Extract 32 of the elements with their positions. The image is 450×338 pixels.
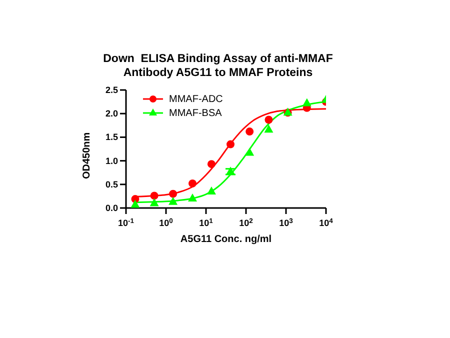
point — [150, 198, 159, 206]
y-tick-label: 2.5 — [105, 85, 118, 95]
y-tick-label: 1.5 — [105, 132, 118, 142]
y-tick-label: 0.0 — [105, 203, 118, 213]
point — [264, 124, 274, 133]
point — [206, 186, 216, 194]
point — [226, 140, 235, 148]
point — [150, 192, 158, 200]
point — [188, 194, 198, 202]
x-tick-label: 10$^{4}$ — [319, 218, 334, 228]
x-axis-title: A5G11 Conc. ng/ml — [180, 234, 272, 245]
point — [264, 116, 273, 124]
y-axis-title: OD450nm — [82, 132, 93, 179]
x-tick-label: 10$^{3}$ — [279, 218, 294, 228]
legend-label: MMAF-ADC — [169, 94, 223, 104]
point — [130, 200, 140, 208]
point — [168, 196, 178, 205]
x-tick-label: 10$^{-1}$ — [118, 218, 134, 228]
x-tick-label: 10$^{2}$ — [239, 218, 254, 228]
x-tick-label: 10$^{1}$ — [199, 218, 214, 228]
point — [188, 179, 197, 188]
point — [207, 160, 216, 168]
point — [245, 148, 254, 156]
y-tick-label: 0.5 — [105, 179, 118, 190]
x-tick-label: 10$^{0}$ — [159, 218, 174, 228]
point — [302, 98, 312, 106]
chart-title: Down ELISA Binding Assay of anti-MMAF Antibody A5G11 to MMAF Proteins — [102, 52, 334, 80]
point — [246, 128, 254, 136]
y-tick-label: 2.0 — [105, 108, 118, 119]
legend-label: MMAF-BSA — [169, 108, 222, 118]
y-tick-label: 1.0 — [105, 156, 118, 166]
point — [169, 190, 178, 198]
